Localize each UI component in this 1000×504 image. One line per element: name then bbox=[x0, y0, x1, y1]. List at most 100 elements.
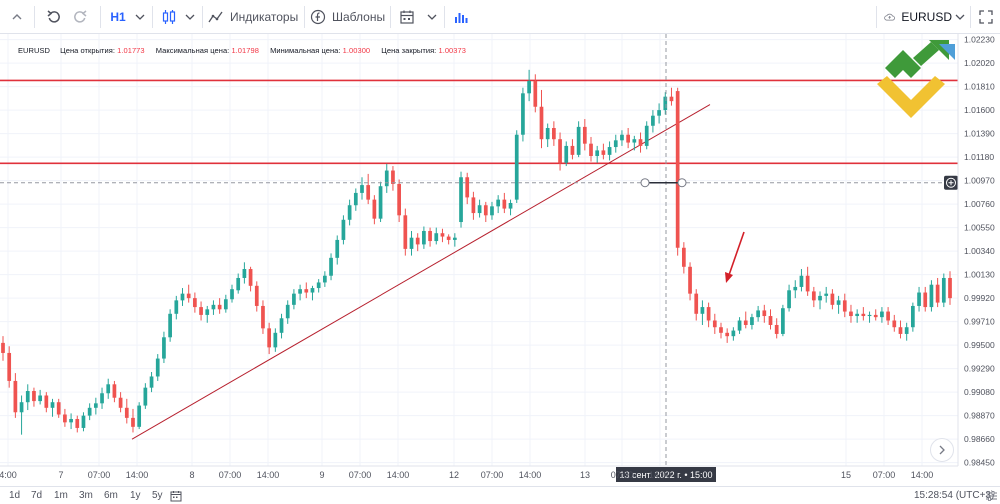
candle-body bbox=[607, 147, 612, 155]
symbol-dropdown[interactable] bbox=[952, 0, 968, 34]
candle-up bbox=[737, 317, 742, 334]
candle-down bbox=[112, 380, 117, 403]
templates-label: Шаблоны bbox=[332, 10, 386, 24]
candle-body bbox=[143, 387, 148, 406]
chart-type-dropdown[interactable] bbox=[182, 0, 198, 34]
candle-down bbox=[768, 309, 773, 330]
candle-up bbox=[298, 284, 302, 301]
range-1d[interactable]: 1d bbox=[9, 490, 21, 501]
add-alert-button[interactable] bbox=[944, 175, 958, 190]
toolbar-divider bbox=[390, 6, 391, 28]
candle-body bbox=[873, 314, 878, 318]
range-7d[interactable]: 7d bbox=[31, 490, 43, 501]
candle-down bbox=[372, 195, 377, 225]
candle-up bbox=[230, 284, 234, 303]
candle-up bbox=[106, 378, 111, 399]
fullscreen-button[interactable] bbox=[974, 0, 998, 34]
candle-body bbox=[112, 384, 117, 398]
candle-down bbox=[539, 89, 544, 149]
candle-up bbox=[545, 123, 550, 148]
chevron-up-icon bbox=[12, 14, 22, 20]
candle-down bbox=[601, 143, 606, 160]
templates-button[interactable]: Шаблоны bbox=[310, 0, 390, 34]
candle-down bbox=[403, 208, 408, 256]
range-1m[interactable]: 1m bbox=[54, 490, 68, 501]
candle-up bbox=[514, 130, 519, 203]
candle-body bbox=[638, 139, 643, 146]
redo-button[interactable] bbox=[68, 0, 92, 34]
candle-up bbox=[855, 309, 860, 323]
candle-body bbox=[681, 247, 686, 267]
candle-body bbox=[613, 140, 618, 148]
calendar-button[interactable] bbox=[396, 0, 418, 34]
candle-down bbox=[118, 392, 123, 413]
undo-button[interactable] bbox=[42, 0, 66, 34]
price-tick-label: 1.00130 bbox=[964, 270, 995, 280]
volume-button[interactable] bbox=[450, 0, 472, 34]
settings-sliders-icon[interactable] bbox=[986, 491, 997, 501]
scroll-to-realtime-button[interactable] bbox=[930, 438, 954, 462]
candle-up bbox=[162, 331, 166, 364]
candle-body bbox=[465, 177, 470, 198]
candle-up bbox=[434, 227, 439, 245]
price-axis[interactable]: 1.02230 1.02020 1.01810 1.01600 1.01390 1.011… bbox=[957, 34, 1000, 468]
time-tick-label: 7 bbox=[58, 470, 63, 480]
symbol-selector[interactable]: EURUSD bbox=[884, 0, 952, 34]
candle-body bbox=[285, 304, 290, 319]
range-1y[interactable]: 1y bbox=[130, 490, 141, 501]
interval-dropdown[interactable] bbox=[132, 0, 148, 34]
candle-up bbox=[137, 402, 142, 430]
time-axis[interactable]: 4:00 7 07:00 14:00 8 07:00 14:00 9 07:00 14:00 12 0… bbox=[0, 465, 958, 480]
candle-body bbox=[737, 320, 742, 331]
candle-body bbox=[223, 299, 228, 310]
candle-up bbox=[620, 130, 624, 146]
candle-body bbox=[818, 295, 822, 301]
candle-up bbox=[527, 69, 531, 102]
indicators-button[interactable]: Индикаторы bbox=[208, 0, 300, 34]
high-value: 1.01798 bbox=[231, 46, 259, 55]
price-chart[interactable]: 1.009510.9992113 сент. 2022 г. • 15:00 1… bbox=[0, 34, 1000, 486]
candle-up bbox=[867, 311, 872, 323]
candle-body bbox=[434, 233, 439, 242]
candle-body bbox=[428, 230, 432, 242]
price-tick-label: 0.99500 bbox=[964, 340, 995, 350]
candle-body bbox=[799, 275, 804, 287]
range-3m[interactable]: 3m bbox=[79, 490, 93, 501]
close-label: Цена закрытия: bbox=[381, 46, 437, 55]
candle-down bbox=[428, 227, 432, 247]
candle-down bbox=[56, 398, 61, 418]
candle-body bbox=[298, 289, 302, 294]
chevron-down-icon bbox=[185, 14, 195, 20]
candles-icon bbox=[162, 10, 176, 24]
chevron-down-icon bbox=[427, 14, 437, 20]
toolbar-divider bbox=[304, 6, 305, 28]
candle-body bbox=[935, 284, 940, 303]
candle-down bbox=[898, 320, 903, 339]
candle-body bbox=[452, 237, 457, 240]
candle-body bbox=[378, 186, 383, 219]
top-toolbar: H1 Индикаторы Шаблоны EURUSD bbox=[0, 0, 1000, 34]
candle-body bbox=[422, 230, 426, 245]
candle-up bbox=[69, 413, 73, 430]
range-5y[interactable]: 5y bbox=[152, 490, 163, 501]
low-value: 1.00300 bbox=[342, 46, 371, 55]
calendar-dropdown[interactable] bbox=[424, 0, 440, 34]
price-axis-background bbox=[958, 34, 1000, 466]
candle-up bbox=[731, 327, 736, 341]
candle-body bbox=[719, 327, 723, 333]
goto-date-icon[interactable] bbox=[170, 490, 182, 502]
interval-button[interactable]: H1 bbox=[106, 0, 130, 34]
indicators-icon bbox=[208, 11, 223, 23]
candle-up bbox=[273, 328, 278, 352]
candle-up bbox=[663, 92, 668, 115]
candle-down bbox=[465, 172, 470, 205]
collapse-toolbar-button[interactable] bbox=[6, 0, 28, 34]
logo-yellow-mark bbox=[877, 76, 945, 118]
price-tick-label: 1.00970 bbox=[964, 176, 995, 186]
chart-type-button[interactable] bbox=[158, 0, 180, 34]
candle-body bbox=[100, 393, 104, 404]
candle-down bbox=[304, 282, 309, 299]
candle-body bbox=[917, 292, 921, 306]
candle-body bbox=[787, 290, 791, 309]
range-6m[interactable]: 6m bbox=[104, 490, 118, 501]
